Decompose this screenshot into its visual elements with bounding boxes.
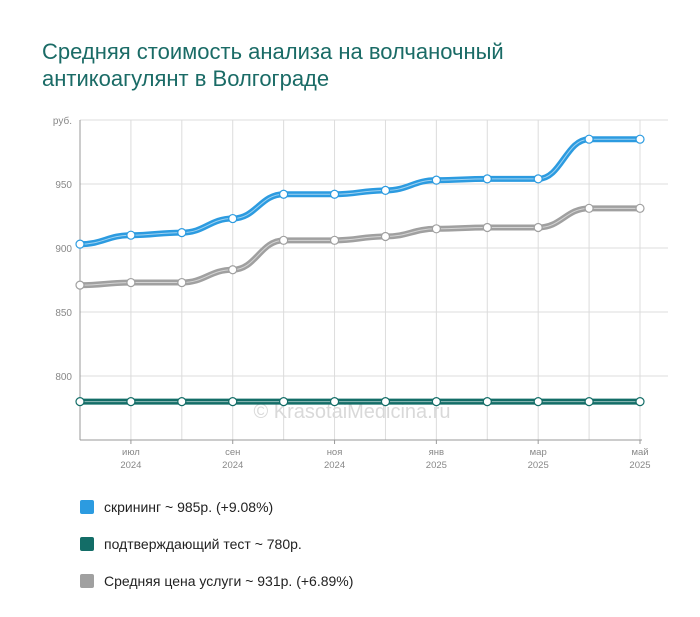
series-2-point: [228, 397, 238, 407]
legend-swatch-screening: [80, 499, 94, 514]
series-1-point: [329, 235, 340, 245]
series-0-point: [228, 213, 238, 224]
series-layer: [77, 136, 643, 405]
x-tick-label: сен: [225, 447, 240, 458]
series-0-point: [482, 174, 492, 184]
series-1-point: [177, 277, 187, 288]
legend-label-confirmatory-test: подтверждающий тест ~ 780р.: [104, 535, 302, 552]
y-tick-label: 950: [55, 180, 72, 191]
y-tick-label: 800: [55, 372, 72, 383]
series-0-point: [75, 239, 85, 249]
watermark: © KrasotaiMedicina.ru: [253, 401, 450, 423]
line-chart: © KrasotaiMedicina.ru 800 850 900 950 руб. ию…: [53, 115, 668, 471]
y-tick-label: 850: [55, 308, 72, 319]
x-tick-label: мар: [530, 447, 547, 458]
series-0-point: [533, 174, 543, 184]
series-2-point: [329, 397, 340, 407]
series-0-point: [329, 189, 340, 199]
x-tick-label: ноя: [327, 447, 343, 458]
series-1-point: [482, 222, 492, 233]
axes: [79, 120, 642, 444]
y-unit-label: руб.: [53, 115, 72, 127]
series-2-point: [126, 397, 136, 407]
series-0-point: [279, 189, 289, 199]
x-tick-label: июл: [122, 447, 140, 458]
x-tick-label-year: 2024: [324, 460, 345, 471]
x-tick-label-year: 2024: [222, 460, 243, 471]
series-1-point: [279, 235, 289, 245]
chart-title-line-2: антикоагулянт в Волгограде: [42, 66, 330, 91]
series-1-point: [126, 277, 136, 288]
series-1-point: [228, 265, 238, 275]
series-0-line: [77, 136, 643, 248]
points-layer: [75, 134, 645, 407]
legend-item-average-price[interactable]: Средняя цена услуги ~ 931р. (+6.89%): [80, 562, 353, 599]
chart-title-line-1: Средняя стоимость анализа на волчаночный: [42, 39, 504, 64]
series-2-point: [482, 397, 492, 407]
series-0-point: [431, 175, 441, 185]
x-tick-label: янв: [429, 447, 444, 458]
series-1-point: [75, 280, 85, 290]
x-tick-label: май: [631, 447, 648, 458]
series-1-point: [431, 224, 441, 234]
series-2-point: [380, 397, 391, 407]
legend-label-average-price: Средняя цена услуги ~ 931р. (+6.89%): [104, 572, 354, 589]
legend-swatch-confirmatory-test: [80, 536, 94, 551]
x-tick-label-year: 2025: [528, 460, 549, 471]
x-tick-label-year: 2025: [629, 460, 650, 471]
x-tick-label-year: 2024: [120, 460, 141, 471]
legend-item-screening[interactable]: скрининг ~ 985р. (+9.08%): [80, 488, 353, 525]
legend-swatch-average-price: [80, 573, 94, 588]
series-2-point: [584, 397, 594, 407]
series-2-point: [533, 397, 543, 407]
series-1-point: [380, 231, 391, 242]
series-1-point: [635, 203, 645, 213]
y-tick-label: 900: [55, 244, 72, 255]
x-tick-label-year: 2025: [426, 460, 447, 471]
series-2-point: [431, 397, 441, 407]
grid: [79, 119, 668, 440]
legend-label-screening: скрининг ~ 985р. (+9.08%): [104, 498, 274, 515]
legend-item-confirmatory-test[interactable]: подтверждающий тест ~ 780р.: [80, 525, 353, 562]
series-1-point: [533, 222, 543, 233]
series-0-point: [380, 185, 391, 195]
series-0-point: [177, 228, 187, 238]
tick-labels: 800 850 900 950 руб. июл 2024 сен 2024 ноя 2024 янв…: [53, 115, 651, 471]
series-0-point: [635, 134, 645, 144]
series-2-point: [279, 397, 289, 407]
series-2-point: [635, 397, 645, 407]
series-1-line: [77, 205, 643, 289]
series-0-point: [126, 230, 136, 240]
series-2-point: [177, 397, 187, 407]
series-2-point: [75, 397, 85, 407]
series-1-point: [584, 203, 594, 213]
chart-title: Средняя стоимость анализа на волчаночный…: [42, 38, 662, 92]
legend: скрининг ~ 985р. (+9.08%) подтверждающий…: [80, 488, 353, 599]
series-0-point: [584, 134, 594, 144]
